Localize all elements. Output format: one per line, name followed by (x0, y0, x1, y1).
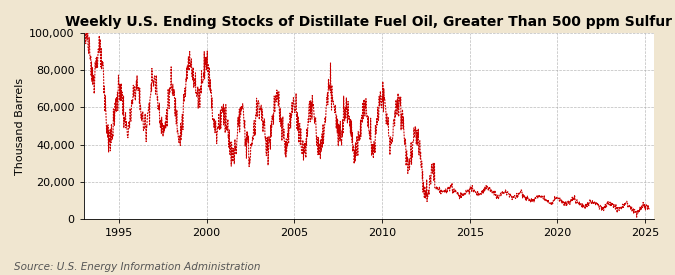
Text: Source: U.S. Energy Information Administration: Source: U.S. Energy Information Administ… (14, 262, 260, 272)
Y-axis label: Thousand Barrels: Thousand Barrels (15, 77, 25, 175)
Title: Weekly U.S. Ending Stocks of Distillate Fuel Oil, Greater Than 500 ppm Sulfur: Weekly U.S. Ending Stocks of Distillate … (65, 15, 672, 29)
